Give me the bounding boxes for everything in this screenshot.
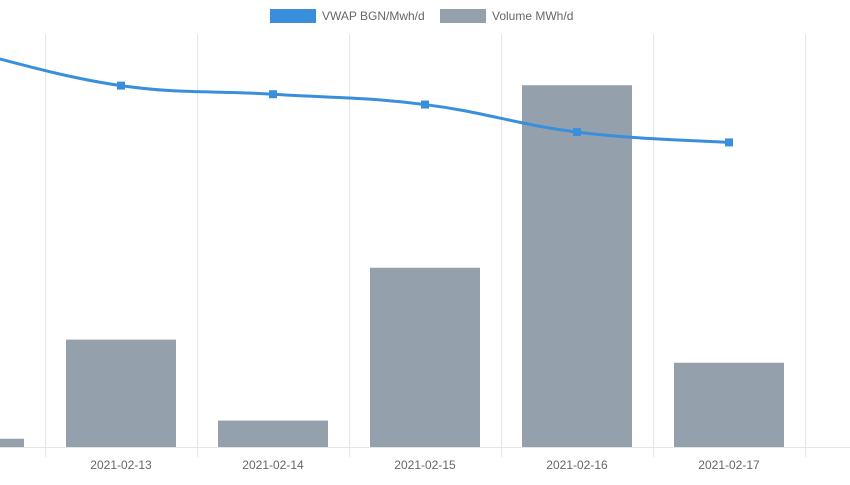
bar-2021-02-12[interactable] [0,439,24,447]
legend-swatch-vwap[interactable] [270,9,316,23]
legend: VWAP BGN/Mwh/d Volume MWh/d [270,9,573,23]
x-tick-label: 2021-02-15 [394,458,456,472]
line-point-2021-02-17[interactable] [725,138,733,146]
x-tick-label: 2021-02-17 [698,458,760,472]
line-point-2021-02-16[interactable] [573,128,581,136]
line-point-2021-02-13[interactable] [117,82,125,90]
legend-swatch-volume[interactable] [440,9,486,23]
bar-2021-02-14[interactable] [218,421,328,447]
line-point-2021-02-14[interactable] [269,90,277,98]
x-tick-label: 2021-02-16 [546,458,608,472]
x-tick-label: 2021-02-13 [90,458,152,472]
legend-label-vwap[interactable]: VWAP BGN/Mwh/d [322,9,425,23]
x-axis: 2021-02-122021-02-132021-02-142021-02-15… [0,458,850,472]
bar-2021-02-17[interactable] [674,363,784,447]
bar-2021-02-13[interactable] [66,340,176,447]
legend-label-volume[interactable]: Volume MWh/d [492,9,573,23]
line-point-2021-02-15[interactable] [421,101,429,109]
x-tick-label: 2021-02-14 [242,458,304,472]
bar-2021-02-16[interactable] [522,85,632,447]
bar-2021-02-15[interactable] [370,268,480,447]
